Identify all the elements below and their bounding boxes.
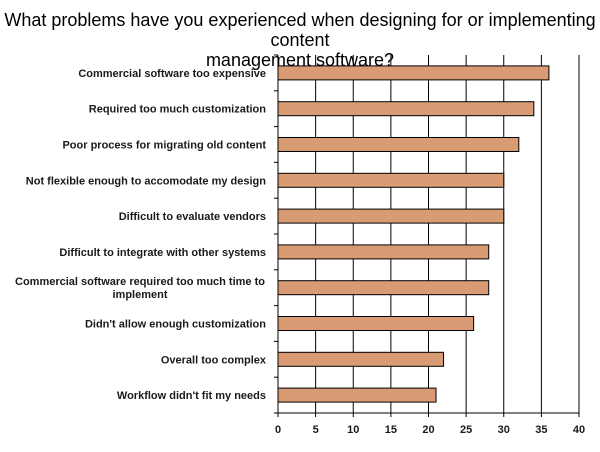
- x-tick-label-10: 10: [347, 424, 359, 436]
- category-label-5: Difficult to integrate with other system…: [59, 247, 266, 259]
- x-tick-label-5: 5: [313, 424, 319, 436]
- bar-7: [277, 316, 475, 331]
- chart-title-line-1: What problems have you experienced when …: [4, 10, 596, 50]
- x-tick-label-0: 0: [275, 424, 281, 436]
- bar-1: [277, 101, 535, 117]
- x-tick-label-40: 40: [573, 424, 585, 436]
- category-label-7: Didn't allow enough customization: [85, 319, 266, 331]
- bar-3: [277, 172, 505, 188]
- bar-5: [277, 244, 490, 260]
- bar-0: [277, 65, 550, 81]
- category-label-6-line-0: Commercial software required too much ti…: [15, 276, 265, 288]
- x-tick-label-35: 35: [535, 424, 547, 436]
- category-label-0: Commercial software too expensive: [78, 68, 266, 80]
- bar-2: [277, 137, 520, 152]
- chart-title-line-2: management software?: [205, 50, 395, 70]
- x-tick-label-25: 25: [460, 424, 472, 436]
- bars: [277, 65, 550, 403]
- category-label-2: Poor process for migrating old content: [62, 140, 266, 152]
- bar-6: [277, 280, 490, 296]
- x-tick-labels: 0 5 10 15 20 25 30 35 40: [275, 424, 585, 436]
- axes: [274, 54, 580, 417]
- x-tick-label-15: 15: [385, 424, 397, 436]
- chart-title: What problems have you experienced when …: [0, 10, 600, 70]
- category-label-8: Overall too complex: [161, 354, 267, 366]
- category-label-3: Not flexible enough to accomodate my des…: [26, 175, 266, 187]
- bar-8: [277, 351, 445, 367]
- bar-4: [277, 208, 505, 224]
- category-label-9: Workflow didn't fit my needs: [117, 390, 266, 402]
- x-tick-label-30: 30: [498, 424, 510, 436]
- category-label-1: Required too much customization: [89, 104, 267, 116]
- category-label-4: Difficult to evaluate vendors: [119, 211, 266, 223]
- category-label-6-line-1: implement: [112, 289, 167, 301]
- bar-9: [277, 387, 437, 403]
- x-tick-label-20: 20: [422, 424, 434, 436]
- category-labels: Commercial software too expensive Require…: [15, 68, 267, 402]
